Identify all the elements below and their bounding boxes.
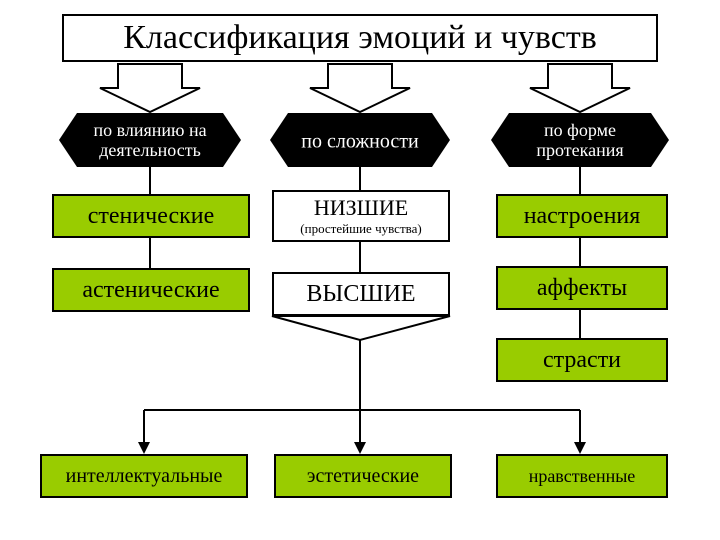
cat3-line2: протекания: [536, 140, 623, 160]
box-mood-text: настроения: [524, 203, 641, 230]
box-affect: аффекты: [496, 266, 668, 310]
box-affect-text: аффекты: [537, 275, 627, 302]
box-stenic: стенические: [52, 194, 250, 238]
box-passion-text: страсти: [543, 347, 621, 374]
box-astenic-text: астенические: [82, 277, 219, 304]
box-astenic: астенические: [52, 268, 250, 312]
cat1-line2: деятельность: [99, 140, 201, 160]
title-box: Классификация эмоций и чувств: [62, 14, 658, 62]
cat2-line1: по сложности: [301, 131, 419, 153]
arrow-down-2: [310, 64, 410, 112]
box-high-text: ВЫСШИЕ: [306, 281, 415, 308]
box-moral-text: нравственные: [529, 466, 636, 487]
box-stenic-text: стенические: [88, 203, 215, 230]
arrow-down-3: [530, 64, 630, 112]
cat1-line1: по влиянию на: [93, 120, 206, 140]
box-low: НИЗШИЕ (простейшие чувства): [272, 190, 450, 242]
cat3-line1: по форме: [544, 120, 616, 140]
box-intel: интеллектуальные: [40, 454, 248, 498]
category-hex-3: по форме протекания: [491, 113, 669, 167]
box-high: ВЫСШИЕ: [272, 272, 450, 316]
box-aesth: эстетические: [274, 454, 452, 498]
title-text: Классификация эмоций и чувств: [123, 19, 597, 57]
category-hex-2: по сложности: [270, 113, 450, 167]
box-low-sub: (простейшие чувства): [300, 221, 421, 237]
arrow-down-1: [100, 64, 200, 112]
category-hex-1: по влиянию на деятельность: [59, 113, 241, 167]
box-passion: страсти: [496, 338, 668, 382]
box-aesth-text: эстетические: [307, 465, 419, 488]
box-mood: настроения: [496, 194, 668, 238]
box-intel-text: интеллектуальные: [66, 465, 223, 488]
box-low-text: НИЗШИЕ: [314, 195, 408, 221]
box-moral: нравственные: [496, 454, 668, 498]
